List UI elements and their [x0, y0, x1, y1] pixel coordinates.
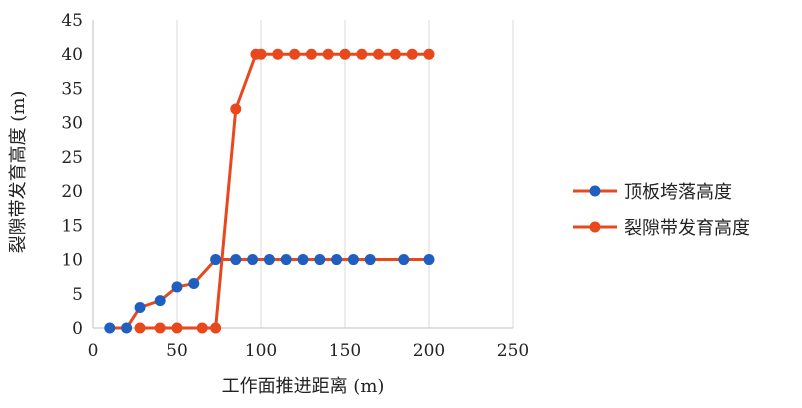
y-tick-label: 25: [61, 148, 83, 168]
data-point: [289, 48, 301, 60]
data-point: [389, 48, 401, 60]
data-point: [373, 48, 385, 60]
grid: [176, 20, 514, 328]
series-1: [104, 254, 435, 334]
data-point: [347, 254, 359, 266]
data-point: [398, 254, 410, 266]
data-point: [171, 322, 183, 334]
y-tick-label: 15: [61, 216, 83, 236]
y-tick-label: 35: [61, 79, 83, 99]
x-tick-label: 200: [413, 341, 445, 361]
data-point: [272, 48, 284, 60]
data-point: [339, 48, 351, 60]
data-point: [305, 48, 317, 60]
data-point: [297, 254, 309, 266]
x-tick-label: 100: [245, 341, 277, 361]
x-tick-label: 250: [497, 341, 529, 361]
data-point: [188, 278, 200, 290]
y-tick-label: 45: [61, 11, 83, 31]
y-tick-label: 10: [61, 251, 83, 271]
y-tick-label: 20: [61, 182, 83, 202]
series-line: [109, 258, 429, 330]
series: [104, 48, 435, 334]
data-point: [230, 254, 242, 266]
y-tick-label: 40: [61, 45, 83, 65]
data-point: [356, 48, 368, 60]
data-point: [331, 254, 343, 266]
y-tick-label: 5: [72, 285, 83, 305]
x-tick-label: 0: [88, 341, 99, 361]
y-tick-label: 30: [61, 114, 83, 134]
data-point: [263, 254, 275, 266]
data-point: [154, 295, 166, 307]
data-point: [322, 48, 334, 60]
legend-marker: [589, 221, 601, 233]
data-point: [314, 254, 326, 266]
data-point: [423, 48, 435, 60]
data-point: [154, 322, 166, 334]
x-tick-label: 50: [166, 341, 188, 361]
data-point: [364, 254, 376, 266]
data-point: [210, 322, 222, 334]
legend-marker: [589, 185, 601, 197]
axes: 0 5 10 15 20 25 30 35 40 45 0 50 100 150 200 250: [61, 11, 529, 361]
legend-label: 裂隙带发育高度: [624, 218, 750, 239]
legend-label: 顶板垮落高度: [624, 182, 732, 203]
data-point: [255, 48, 267, 60]
data-point: [210, 254, 222, 266]
legend-item-2: 裂隙带发育高度: [573, 218, 750, 239]
data-point: [230, 103, 242, 115]
x-axis-title: 工作面推进距离 (m): [222, 376, 385, 397]
data-point: [134, 301, 146, 313]
legend-item-1: 顶板垮落高度: [573, 182, 732, 203]
data-point: [121, 322, 133, 334]
data-point: [196, 322, 208, 334]
data-point: [171, 281, 183, 293]
series-2: [134, 48, 435, 334]
y-tick-label: 0: [72, 319, 83, 339]
data-point: [134, 322, 146, 334]
x-tick-label: 150: [329, 341, 361, 361]
data-point: [423, 254, 435, 266]
y-axis-title: 裂隙带发育高度 (m): [8, 91, 29, 254]
data-point: [247, 254, 259, 266]
data-point: [104, 322, 116, 334]
data-point: [280, 254, 292, 266]
data-point: [406, 48, 418, 60]
